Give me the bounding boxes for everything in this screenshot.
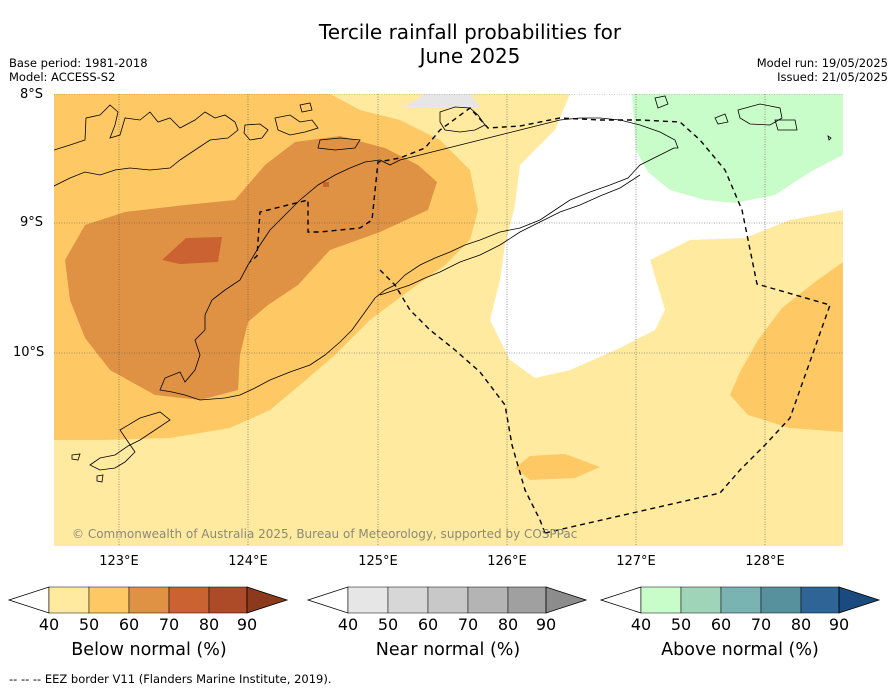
colorbar-below-bin-1 (48, 586, 90, 614)
colorbar-above-bin-2 (680, 586, 722, 614)
colorbar-above-tick: 60 (710, 615, 732, 634)
colorbar-above-tick: 50 (670, 615, 692, 634)
colorbar-above-tick: 40 (630, 615, 652, 634)
colorbar-above-label: Above normal (%) (661, 640, 819, 660)
lon-label-127e: 127°E (616, 554, 656, 569)
below-50-60-region-east (730, 262, 843, 432)
colorbar-below-bin-4 (168, 586, 210, 614)
model-run: Model run: 19/05/2025 (756, 56, 888, 70)
colorbar-near-label: Near normal (%) (375, 640, 521, 660)
colorbar-above-tick: 80 (790, 615, 812, 634)
colorbar-near (306, 586, 588, 614)
colorbar-above-bin-1 (640, 586, 682, 614)
colorbar-above-tick: 70 (750, 615, 772, 634)
chart-title: Tercile rainfall probabilities for June … (270, 20, 670, 68)
colorbar-near-tick: 50 (377, 615, 399, 634)
lon-label-126e: 126°E (487, 554, 527, 569)
colorbar-above-bin-3 (720, 586, 762, 614)
meta-right: Model run: 19/05/2025 Issued: 21/05/2025 (757, 56, 888, 84)
colorbar-near-tick: 70 (457, 615, 479, 634)
colorbar-below (7, 586, 289, 614)
eez-footnote: -- -- -- EEZ border V11 (Flanders Marine… (9, 672, 332, 686)
colorbar-below-tick: 60 (118, 615, 140, 634)
below-50-60-region-south (515, 454, 600, 480)
colorbar-above-lower-arrow (599, 586, 642, 614)
lon-label-125e: 125°E (358, 554, 398, 569)
title-line-1: Tercile rainfall probabilities for (318, 20, 622, 44)
colorbar-near-tick: 40 (337, 615, 359, 634)
colorbar-above-upper-arrow (838, 586, 881, 614)
near-normal-region (405, 94, 480, 107)
lon-label-124e: 124°E (228, 554, 268, 569)
issued-date: Issued: 21/05/2025 (777, 70, 888, 84)
meta-left: Base period: 1981-2018 Model: ACCESS-S2 (9, 56, 148, 84)
base-period: Base period: 1981-2018 (9, 56, 148, 70)
colorbar-near-bin-3 (427, 586, 469, 614)
colorbar-near-tick: 80 (497, 615, 519, 634)
title-line-2: June 2025 (419, 44, 521, 68)
colorbar-below-bin-5 (208, 586, 248, 614)
colorbar-near-bin-1 (347, 586, 389, 614)
colorbar-above-bin-4 (760, 586, 802, 614)
colorbar-above-bin-5 (800, 586, 840, 614)
colorbar-above (599, 586, 881, 614)
colorbar-near-bin-2 (387, 586, 429, 614)
colorbar-near-bin-5 (507, 586, 547, 614)
colorbar-near-tick: 60 (417, 615, 439, 634)
lon-label-123e: 123°E (99, 554, 139, 569)
above-normal-region (632, 94, 843, 203)
lon-label-128e: 128°E (745, 554, 785, 569)
lat-label-8s: 8°S (20, 87, 44, 102)
colorbar-above-tick: 90 (828, 615, 850, 634)
colorbar-near-tick: 90 (535, 615, 557, 634)
colorbar-below-upper-arrow (246, 586, 289, 614)
eez-borders (249, 107, 831, 534)
below-70-80-region (162, 237, 222, 264)
colorbar-below-tick: 40 (38, 615, 60, 634)
colorbar-near-bin-4 (467, 586, 509, 614)
colorbar-below-bin-2 (88, 586, 130, 614)
copyright-notice: © Commonwealth of Australia 2025, Bureau… (72, 527, 578, 541)
colorbar-near-upper-arrow (545, 586, 588, 614)
colorbar-below-label: Below normal (%) (71, 640, 227, 660)
lat-label-10s: 10°S (13, 345, 45, 360)
colorbar-near-lower-arrow (306, 586, 349, 614)
model-name: Model: ACCESS-S2 (9, 70, 116, 84)
colorbar-below-tick: 70 (158, 615, 180, 634)
lat-label-9s: 9°S (20, 215, 44, 230)
colorbar-below-lower-arrow (7, 586, 50, 614)
colorbar-below-bin-3 (128, 586, 170, 614)
coastlines (54, 95, 832, 483)
colorbar-below-tick: 90 (236, 615, 258, 634)
colorbar-below-tick: 80 (198, 615, 220, 634)
colorbar-below-tick: 50 (78, 615, 100, 634)
map-area (54, 94, 843, 546)
below-60-70-region (65, 136, 437, 400)
below-70-80-spot (323, 182, 329, 187)
